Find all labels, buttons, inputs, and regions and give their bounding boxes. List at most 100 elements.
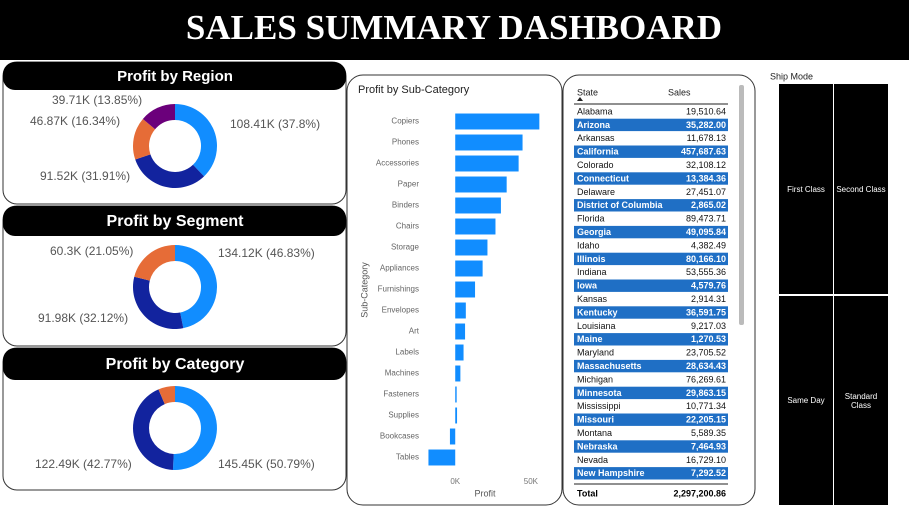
scrollbar[interactable]	[739, 85, 744, 325]
cell: 53,555.36	[686, 267, 726, 277]
slicer-option[interactable]: First Class	[779, 84, 833, 294]
row-highlight	[574, 145, 728, 158]
row-highlight	[574, 252, 728, 266]
cell: Indiana	[577, 267, 607, 277]
donut-slice	[135, 154, 205, 188]
cell: 4,579.76	[691, 281, 726, 291]
bar	[455, 176, 507, 193]
y-tick-label: Envelopes	[382, 306, 419, 315]
cell: 89,473.71	[686, 214, 726, 224]
data-label: 60.3K (21.05%)	[50, 244, 133, 258]
y-tick-label: Storage	[391, 243, 420, 252]
cell: Montana	[577, 428, 612, 438]
bar	[455, 260, 483, 277]
y-tick-label: Labels	[395, 348, 419, 357]
donut-slice	[175, 104, 217, 177]
cell: 35,282.00	[686, 120, 726, 130]
column-header[interactable]: Sales	[668, 87, 691, 97]
card	[346, 74, 563, 506]
donut-slice	[132, 389, 174, 470]
cell: 27,451.07	[686, 187, 726, 197]
cell: 16,729.10	[686, 455, 726, 465]
total-value: 2,297,200.86	[673, 488, 726, 498]
row-highlight	[574, 467, 728, 480]
cell: 5,589.35	[691, 428, 726, 438]
row-highlight	[574, 333, 728, 346]
bar	[455, 407, 458, 424]
cell: 2,865.02	[691, 200, 726, 210]
cell: 36,591.75	[686, 307, 726, 317]
cell: Maryland	[577, 348, 614, 358]
data-label: 145.45K (50.79%)	[218, 457, 315, 471]
bar	[455, 197, 501, 214]
cell: 9,217.03	[691, 321, 726, 331]
cell: 1,270.53	[691, 334, 726, 344]
slicer-option[interactable]: Same Day	[779, 296, 833, 505]
cell: 22,205.15	[686, 415, 726, 425]
y-tick-label: Chairs	[396, 222, 419, 231]
cell: Missouri	[577, 415, 614, 425]
cell: 7,464.93	[691, 441, 726, 451]
row-highlight	[574, 359, 728, 373]
bar	[455, 134, 523, 151]
data-label: 39.71K (13.85%)	[52, 93, 142, 107]
cell: Iowa	[577, 281, 598, 291]
cell: 10,771.34	[686, 401, 726, 411]
bar	[455, 302, 466, 319]
bar	[455, 386, 457, 403]
bar	[449, 428, 456, 445]
slicer-option[interactable]: Second Class	[834, 84, 888, 294]
donut-slice	[158, 386, 175, 405]
cell: Delaware	[577, 187, 615, 197]
y-tick-label: Accessories	[376, 159, 419, 168]
cell: 28,634.43	[686, 361, 726, 371]
donut-slice	[172, 386, 217, 470]
column-header[interactable]: State	[577, 87, 598, 97]
donut-slice	[133, 118, 156, 160]
cell: Kentucky	[577, 307, 618, 317]
chart-title: Profit by Region	[117, 68, 233, 85]
cell: Michigan	[577, 374, 613, 384]
cell: Connecticut	[577, 173, 629, 183]
bar	[455, 155, 519, 172]
slicer-option[interactable]: Standard Class	[834, 296, 888, 505]
row-highlight	[574, 118, 728, 132]
data-label: 91.98K (32.12%)	[38, 311, 128, 325]
cell: New Hampshire	[577, 468, 645, 478]
y-tick-label: Phones	[392, 138, 419, 147]
y-tick-label: Tables	[396, 453, 419, 462]
cell: Louisiana	[577, 321, 616, 331]
donut-slice	[132, 276, 184, 330]
cell: California	[577, 147, 620, 157]
row-highlight	[574, 225, 728, 239]
cell: Massachusetts	[577, 361, 642, 371]
donut-slice	[142, 104, 175, 130]
sort-icon	[577, 97, 583, 101]
cell: 2,914.31	[691, 294, 726, 304]
y-tick-label: Paper	[398, 180, 420, 189]
y-tick-label: Furnishings	[378, 285, 419, 294]
data-label: 46.87K (16.34%)	[30, 114, 120, 128]
bar	[455, 113, 540, 130]
bar	[455, 218, 496, 235]
cell: Alabama	[577, 106, 613, 116]
y-tick-label: Art	[409, 327, 420, 336]
cell: Arkansas	[577, 133, 615, 143]
data-label: 91.52K (31.91%)	[40, 169, 130, 183]
cell: 19,510.64	[686, 106, 726, 116]
cell: 49,095.84	[686, 227, 726, 237]
cell: Kansas	[577, 294, 608, 304]
data-label: 108.41K (37.8%)	[230, 117, 320, 131]
cell: District of Columbia	[577, 200, 663, 210]
y-tick-label: Supplies	[388, 411, 419, 420]
header-band	[0, 0, 909, 60]
dashboard-title: SALES SUMMARY DASHBOARD	[186, 8, 722, 47]
card-header	[3, 62, 346, 90]
bar	[455, 239, 488, 256]
row-highlight	[574, 440, 728, 453]
slicer-title: Ship Mode	[770, 71, 813, 81]
row-highlight	[574, 279, 728, 292]
cell: Colorado	[577, 160, 614, 170]
cell: 23,705.52	[686, 348, 726, 358]
cell: Nevada	[577, 455, 608, 465]
